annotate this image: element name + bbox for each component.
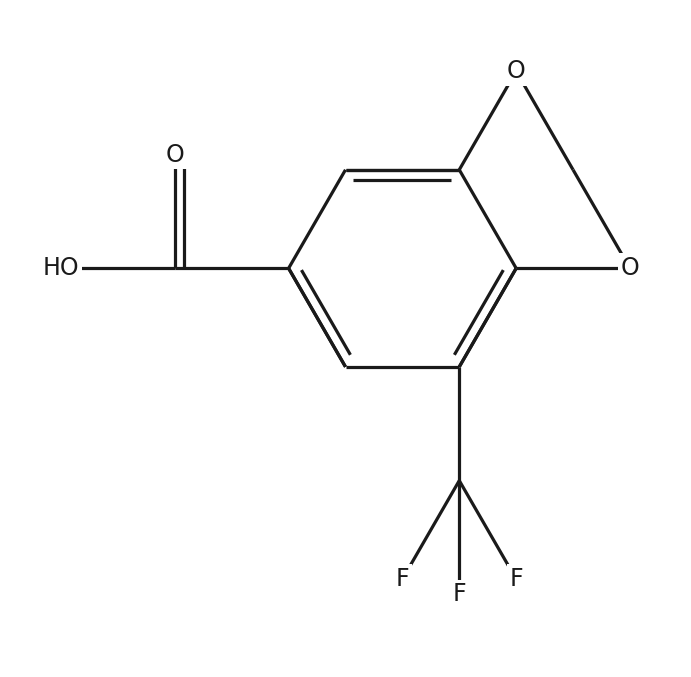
Text: HO: HO (43, 257, 79, 280)
Text: F: F (453, 582, 466, 607)
Text: F: F (395, 567, 409, 591)
Text: O: O (621, 257, 639, 280)
Text: O: O (165, 143, 184, 167)
Text: O: O (507, 59, 526, 83)
Text: F: F (509, 567, 523, 591)
